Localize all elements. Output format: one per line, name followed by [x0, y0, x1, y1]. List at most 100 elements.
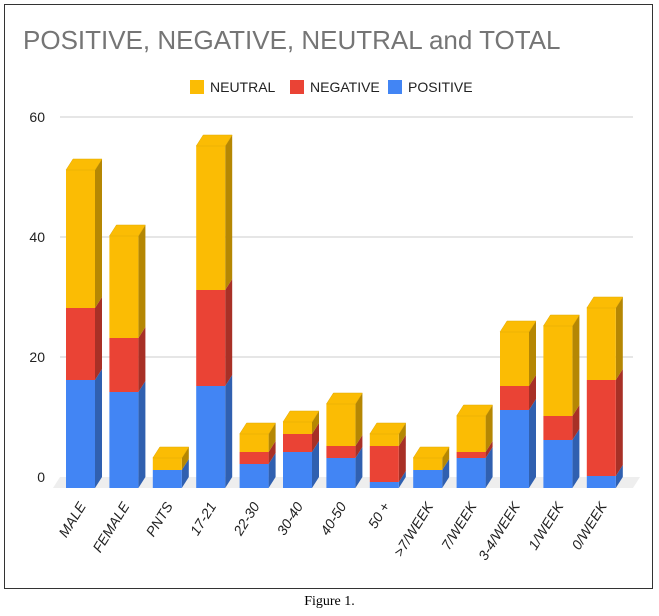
bar-side-negative	[312, 423, 319, 452]
figure-caption: Figure 1.	[304, 594, 355, 609]
bar-side-positive	[95, 369, 102, 488]
bar-side-negative	[225, 279, 233, 386]
bar-neutral	[283, 422, 312, 434]
bar-neutral	[500, 332, 529, 386]
bar-negative	[369, 446, 399, 482]
bar-side-negative	[138, 327, 146, 392]
bar-side-positive	[268, 453, 276, 488]
bar-top	[65, 158, 103, 171]
bar-positive	[586, 476, 616, 488]
bar-side-negative	[95, 297, 102, 380]
bar-side-neutral	[225, 135, 233, 290]
bar-neutral	[326, 404, 356, 446]
bar-side-neutral	[95, 159, 102, 308]
bar-side-neutral	[529, 321, 536, 386]
bar-negative	[283, 434, 312, 452]
y-tick-label: 40	[29, 229, 45, 245]
x-tick-label: PNTS	[142, 499, 176, 540]
x-tick-label: 40-50	[317, 499, 350, 538]
bar-neutral	[66, 170, 95, 308]
bar-neutral	[543, 326, 573, 416]
bar-top	[108, 224, 146, 237]
bar-negative	[109, 338, 139, 392]
bar-positive	[66, 380, 95, 488]
bar-side-positive	[529, 399, 536, 488]
bar-top	[456, 404, 494, 417]
bar-side-negative	[398, 435, 406, 482]
bar-positive	[413, 470, 443, 488]
bar-negative	[586, 380, 616, 476]
bar-positive	[283, 452, 312, 488]
bar-side-neutral	[398, 423, 406, 446]
y-tick-label: 0	[37, 469, 45, 485]
bar-side-negative	[529, 375, 536, 410]
legend-swatch-positive	[388, 80, 402, 94]
legend-label-negative: NEGATIVE	[310, 79, 380, 95]
bar-top	[499, 320, 537, 333]
bar-neutral	[586, 308, 616, 380]
bar-side-neutral	[355, 393, 363, 446]
bar-top	[239, 422, 277, 435]
bar-negative	[326, 446, 356, 458]
bar-side-positive	[572, 429, 580, 488]
bar-positive	[326, 458, 356, 488]
bar-side-positive	[398, 471, 406, 488]
legend-swatch-neutral	[190, 80, 204, 94]
x-tick-label: MALE	[55, 499, 89, 540]
bar-side-negative	[615, 369, 623, 476]
bar-neutral	[413, 458, 443, 470]
y-tick-label: 20	[29, 349, 45, 365]
bar-top	[152, 446, 190, 459]
bar-side-neutral	[268, 423, 276, 452]
bar-top	[282, 410, 320, 423]
y-tick-label: 60	[29, 109, 45, 125]
bar-negative	[66, 308, 95, 380]
bar-side-neutral	[442, 447, 450, 470]
bar-side-negative	[485, 441, 493, 458]
bar-side-negative	[355, 435, 363, 458]
bar-neutral	[152, 458, 182, 470]
x-tick-label: 22-30	[230, 499, 263, 539]
x-tick-label: >7/WEEK	[390, 499, 436, 560]
bar-neutral	[109, 236, 139, 338]
bar-top	[369, 422, 407, 435]
chart-frame: POSITIVE, NEGATIVE, NEUTRAL and TOTAL NEU…	[4, 4, 653, 589]
x-tick-label: 7/WEEK	[438, 499, 480, 553]
x-tick-label: 17-21	[187, 499, 220, 538]
bar-positive	[109, 392, 139, 488]
legend-label-positive: POSITIVE	[408, 79, 473, 95]
x-tick-label: 1/WEEK	[525, 499, 567, 553]
bar-side-positive	[615, 465, 623, 488]
bar-negative	[239, 452, 269, 464]
bar-side-neutral	[181, 447, 189, 470]
bar-top	[586, 296, 624, 309]
bar-side-positive	[312, 441, 319, 488]
bar-side-positive	[442, 459, 450, 488]
bar-positive	[196, 386, 226, 488]
bar-side-positive	[355, 447, 363, 488]
bar-positive	[456, 458, 486, 488]
bar-side-positive	[225, 375, 233, 488]
bar-side-neutral	[138, 225, 146, 338]
bar-side-neutral	[615, 297, 623, 380]
x-tick-label: 3-4/WEEK	[475, 499, 524, 563]
bar-top	[542, 314, 580, 327]
bar-top	[412, 446, 450, 459]
bar-neutral	[196, 146, 226, 290]
legend-swatch-negative	[290, 80, 304, 94]
bar-side-neutral	[312, 411, 319, 434]
bar-neutral	[456, 416, 486, 452]
x-tick-label: 50 +	[365, 499, 393, 531]
bar-side-positive	[138, 381, 146, 488]
bar-top	[325, 392, 363, 405]
bar-positive	[369, 482, 399, 488]
bar-positive	[500, 410, 529, 488]
bar-side-neutral	[572, 315, 580, 416]
chart-title: POSITIVE, NEGATIVE, NEUTRAL and TOTAL	[23, 25, 561, 55]
bar-neutral	[239, 434, 269, 452]
bar-side-positive	[181, 459, 189, 488]
x-tick-label: 0/WEEK	[568, 499, 610, 553]
x-tick-label: FEMALE	[89, 499, 133, 556]
bar-top	[195, 134, 233, 147]
bar-negative	[196, 290, 226, 386]
